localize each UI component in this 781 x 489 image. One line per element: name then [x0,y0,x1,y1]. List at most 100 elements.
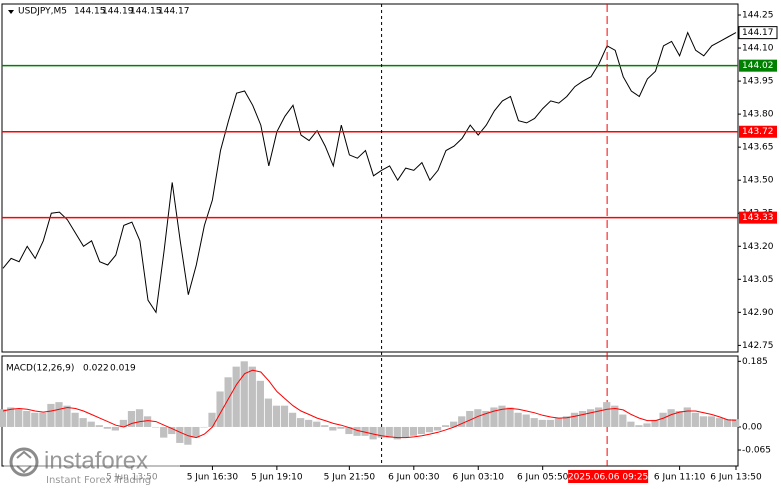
histogram-bar [95,425,103,427]
histogram-bar [731,419,740,427]
histogram-bar [297,418,305,427]
histogram-bar [506,407,514,427]
histogram-bar [715,418,724,427]
histogram-bar [530,418,538,427]
y-tick-label: 0.00 [742,422,762,432]
histogram-bar [135,409,144,427]
histogram-bar [23,411,31,427]
y-tick-label: 143.20 [742,242,774,252]
histogram-bar [611,405,619,427]
histogram-bar [31,412,39,427]
histogram-bar [441,425,450,427]
histogram-bar [232,366,240,427]
y-tick-label: -0.065 [742,446,771,456]
histogram-bar [643,423,651,427]
histogram-bar [200,426,208,428]
histogram-bar [514,412,522,427]
ohlc: 144.19 [102,7,134,17]
histogram-bar [538,419,546,427]
histogram-bar [707,416,716,427]
brand: instaforex [44,447,148,474]
ohlc: 144.17 [158,7,190,17]
histogram-bar [723,419,732,427]
histogram-bar [458,416,466,427]
histogram-bar [699,416,708,427]
level-tag [739,211,777,224]
x-tick-label: 5 Jun 16:30 [187,473,239,483]
y-tick-label: 143.65 [742,143,774,153]
level-label: 143.33 [742,213,774,223]
histogram-bar [393,426,401,440]
level-label: 143.72 [742,127,774,137]
histogram-bar [490,407,498,427]
histogram-bar [554,418,563,427]
histogram-bar [0,409,7,427]
y-tick-label: 143.80 [742,110,774,120]
histogram-bar [466,411,474,427]
ohlc: 144.15 [74,7,106,17]
histogram-bar [498,405,506,427]
y-tick-label: 142.90 [742,308,774,318]
x-tick-label: 6 Jun 11:10 [654,473,706,483]
level-tag [739,125,777,138]
price-tag [738,26,778,40]
histogram-bar [313,421,321,427]
price-panel [1,3,739,353]
histogram-bar [47,403,55,427]
signal-line [2,369,737,439]
histogram-bar [87,421,95,427]
x-tick-label: 5 Jun 21:50 [324,473,376,483]
histogram-bar [675,411,683,427]
x-tick-label: 6 Jun 00:30 [388,473,440,483]
histogram-bar [288,412,297,427]
y-tick-label: 142.75 [742,341,774,351]
histogram-bar [208,412,216,427]
histogram-bar [409,426,418,436]
cursor-label: 2025.06.06 09:25 [568,473,648,483]
y-tick-label: 144.10 [742,44,774,54]
histogram-bar [562,416,571,427]
x-tick-label: 6 Jun 05:50 [517,473,569,483]
histogram-bar [635,425,643,427]
watermark: instaforex Instant Forex Trading [4,444,180,488]
histogram-bar [667,409,675,427]
histogram-bar [127,411,136,427]
histogram-bar [329,426,337,431]
histogram-bar [546,419,554,427]
histogram-bar [369,426,377,440]
histogram-bar [168,426,176,435]
logo [9,447,39,477]
histogram-bar [361,426,369,436]
histogram-bar [119,419,128,427]
histogram-bar [152,426,160,428]
cursor-tag [568,470,649,483]
histogram-bar [79,418,87,427]
histogram-bar [71,412,79,427]
histogram-bar [55,402,63,427]
histogram-bar [345,426,353,435]
level-label: 144.02 [742,61,774,71]
macd-title: MACD(12,26,9) [6,364,74,374]
x-tick-label: 6 Jun 03:10 [453,473,505,483]
histogram-bar [619,414,627,427]
histogram-bar [353,426,361,436]
x-tick-label: 5 Jun 19:10 [251,473,303,483]
histogram-bar [450,421,458,427]
histogram-bar [7,407,15,427]
histogram-bar [337,426,345,429]
histogram-bar [192,426,200,438]
histogram-bar [248,366,256,427]
price-line [2,31,737,314]
price-label: 144.17 [742,28,774,38]
histogram-bar [39,412,47,427]
histogram-bar [15,409,23,427]
histogram-bar [683,407,691,427]
histogram-bar [280,405,289,427]
slogan: Instant Forex Trading [46,475,151,486]
histogram-bar [377,426,385,438]
histogram-bar [595,407,603,427]
histogram-bar [264,398,273,427]
histogram-bar [176,426,184,443]
macd-readout: 0.019 [110,364,136,374]
